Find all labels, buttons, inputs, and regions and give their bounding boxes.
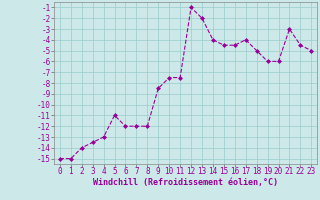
X-axis label: Windchill (Refroidissement éolien,°C): Windchill (Refroidissement éolien,°C) bbox=[93, 178, 278, 187]
